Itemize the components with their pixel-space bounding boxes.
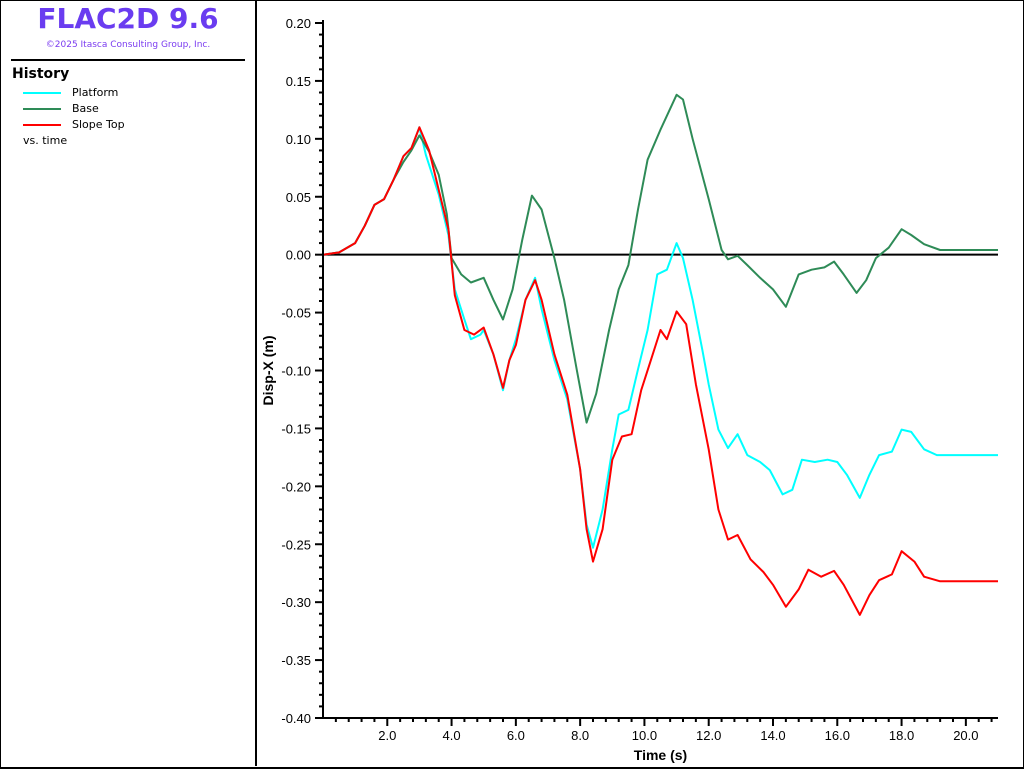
legend-label: Base [72,102,99,115]
y-tick-label: -0.05 [281,306,311,321]
x-axis-label: Time (s) [634,747,687,763]
x-tick-label: 18.0 [889,728,914,743]
legend-panel: FLAC2D 9.6 ©2025 Itasca Consulting Group… [0,0,257,766]
copyright: ©2025 Itasca Consulting Group, Inc. [45,40,211,50]
y-tick-label: 0.00 [286,248,311,263]
series-base [322,93,998,424]
y-tick-label: 0.05 [286,190,311,205]
history-chart: 0.20 0.15 0.10 0.05 0.00 -0.05 -0.10 -0.15 -0.20… [260,16,998,763]
legend-swatch [23,108,61,110]
legend-heading: History [12,66,70,82]
y-tick-label: -0.25 [281,537,311,552]
legend-label: Platform [72,86,119,99]
x-tick-label: 8.0 [571,728,589,743]
x-tick-label: 16.0 [825,728,850,743]
legend-swatch [23,92,61,94]
x-tick-label: 2.0 [378,728,396,743]
divider [11,59,245,61]
legend-swatch [23,124,61,126]
x-tick-label: 14.0 [760,728,785,743]
legend-footer: vs. time [23,134,68,147]
x-tick-label: 20.0 [953,728,978,743]
y-tick-label: 0.10 [286,132,311,147]
y-axis-label: Disp-X (m) [260,336,276,406]
x-tick-label: 4.0 [443,728,461,743]
axis-ticks: 0.20 0.15 0.10 0.05 0.00 -0.05 -0.10 -0.15 -0.20… [281,16,993,743]
y-tick-label: -0.35 [281,653,311,668]
y-tick-label: -0.40 [281,711,311,726]
y-tick-label: -0.15 [281,421,311,436]
y-tick-label: 0.15 [286,74,311,89]
series-platform [322,126,998,549]
app-title: FLAC2D 9.6 [37,2,219,35]
x-tick-label: 10.0 [632,728,657,743]
x-tick-label: 12.0 [696,728,721,743]
y-tick-label: -0.10 [281,364,311,379]
legend-label: Slope Top [72,118,125,131]
series-slope-top [322,126,998,616]
x-tick-label: 6.0 [507,728,525,743]
y-tick-label: 0.20 [286,16,311,31]
y-tick-label: -0.20 [281,479,311,494]
series-lines [322,93,998,616]
y-tick-label: -0.30 [281,595,311,610]
